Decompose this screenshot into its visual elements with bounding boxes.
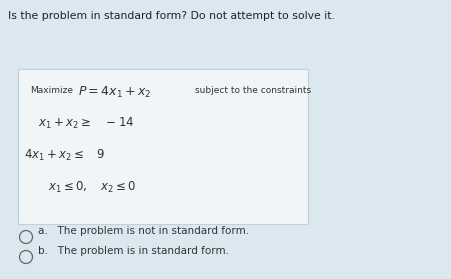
Text: b.   The problem is in standard form.: b. The problem is in standard form. — [38, 246, 229, 256]
FancyBboxPatch shape — [18, 69, 307, 224]
Text: Maximize: Maximize — [30, 86, 73, 95]
Text: $x_1 + x_2 \geq \quad -14$: $x_1 + x_2 \geq \quad -14$ — [38, 116, 134, 131]
Text: a.   The problem is not in standard form.: a. The problem is not in standard form. — [38, 226, 249, 236]
Text: $P = 4x_1 + x_2$: $P = 4x_1 + x_2$ — [78, 85, 151, 100]
Text: $x_1 \leq 0, \quad x_2 \leq 0$: $x_1 \leq 0, \quad x_2 \leq 0$ — [48, 180, 135, 195]
Text: $4x_1 + x_2 \leq \quad 9$: $4x_1 + x_2 \leq \quad 9$ — [24, 148, 105, 163]
Text: Is the problem in standard form? Do not attempt to solve it.: Is the problem in standard form? Do not … — [8, 11, 334, 21]
Text: subject to the constraints: subject to the constraints — [194, 86, 310, 95]
